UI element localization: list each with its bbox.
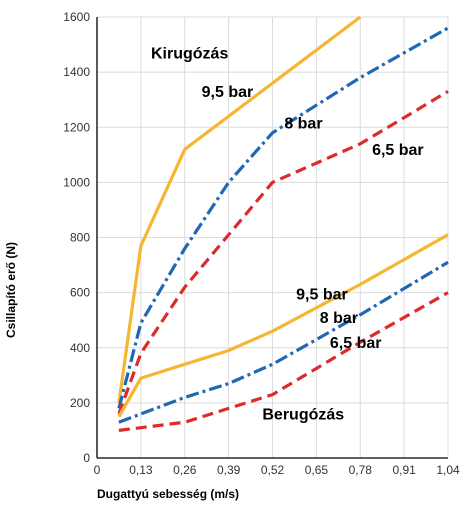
y-tick-label: 1600 (63, 10, 90, 24)
annotation-k65: 6,5 bar (372, 142, 424, 159)
y-tick-label: 400 (70, 341, 90, 355)
annotation-b65: 6,5 bar (330, 335, 382, 352)
y-tick-label: 0 (83, 451, 90, 465)
y-tick-label: 1400 (63, 65, 90, 79)
annotation-b95: 9,5 bar (296, 287, 348, 304)
tick-labels: 0 0,13 0,26 0,39 0,52 0,65 0,78 0,91 1,04 0 200 400… (63, 10, 460, 477)
x-tick-label: 0,39 (217, 463, 241, 477)
y-tick-label: 200 (70, 396, 90, 410)
series-line-berugozas-65 (118, 291, 449, 432)
y-tick-label: 600 (70, 286, 90, 300)
y-tick-label: 1200 (63, 120, 90, 134)
x-tick-label: 0,26 (173, 463, 197, 477)
annotation-k95: 9,5 bar (202, 84, 254, 101)
x-tick-label: 0,13 (129, 463, 153, 477)
x-tick-label: 0,91 (392, 463, 416, 477)
series-line-kirugozas-95 (117, 15, 362, 404)
x-tick-label: 1,04 (436, 463, 460, 477)
y-axis-title: Csillapító erő (N) (4, 242, 18, 338)
x-tick-label: 0,52 (261, 463, 285, 477)
x-tick-label: 0,65 (305, 463, 329, 477)
annotation-berugozas: Berugózás (262, 406, 344, 423)
x-tick-label: 0 (94, 463, 101, 477)
series-line-kirugozas-65 (117, 90, 449, 415)
x-axis-title: Dugattyú sebesség (m/s) (97, 487, 239, 501)
axes (96, 17, 448, 459)
annotation-kirugozas: Kirugózás (151, 45, 228, 62)
series-layer (117, 15, 449, 432)
series-line-berugozas-95 (117, 233, 449, 418)
x-tick-label: 0,78 (349, 463, 373, 477)
y-tick-label: 1000 (63, 175, 90, 189)
annotation-k8: 8 bar (284, 116, 322, 133)
annotations: Kirugózás 9,5 bar 8 bar 6,5 bar 9,5 bar 8 bar… (151, 45, 424, 423)
annotation-b8: 8 bar (320, 310, 358, 327)
series-line-berugozas-8 (118, 260, 449, 424)
y-tick-label: 800 (70, 231, 90, 245)
